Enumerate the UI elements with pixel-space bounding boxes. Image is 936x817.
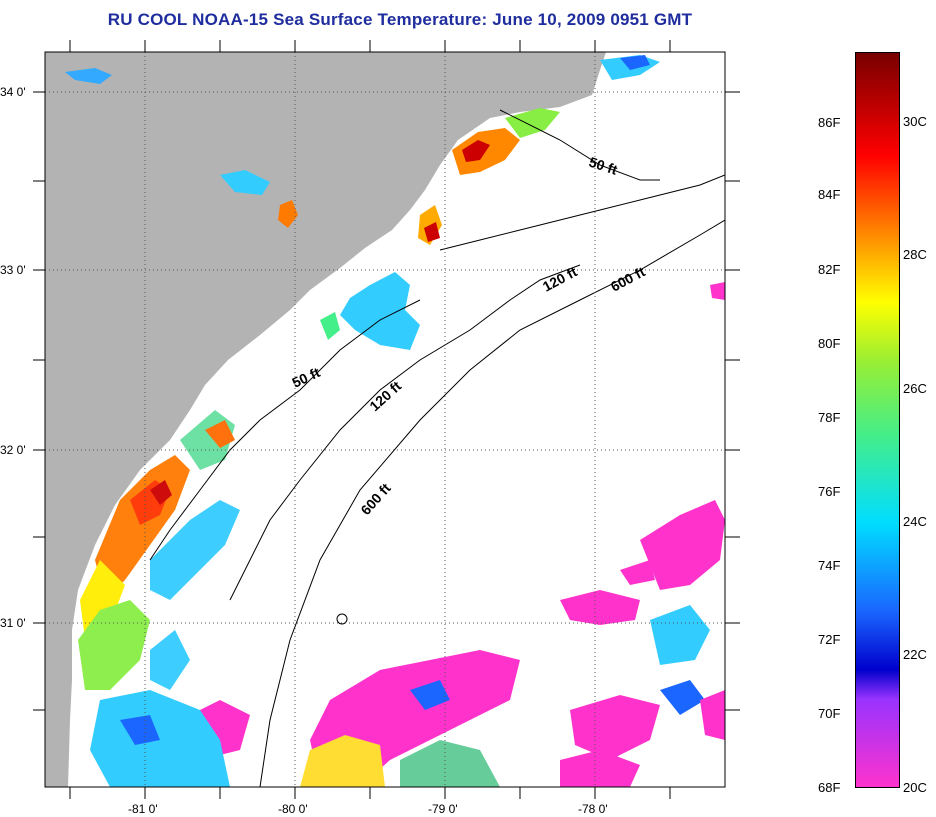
map-frame xyxy=(44,51,726,788)
lat-label-33: 33 0' xyxy=(0,263,26,277)
sst-south-patches xyxy=(90,282,725,787)
colorbar-label-84f: 84F xyxy=(818,187,841,202)
contour-label-600ft-north: 600 ft xyxy=(608,263,648,294)
sst-warm-coastal xyxy=(78,410,240,690)
contour-label-50ft-south: 50 ft xyxy=(290,364,323,391)
colorbar-label-82f: 82F xyxy=(818,262,841,277)
sst-north-patches xyxy=(65,55,660,350)
colorbar-label-30c: 30C xyxy=(903,114,927,129)
land-area xyxy=(45,52,606,787)
colorbar-label-80f: 80F xyxy=(818,336,841,351)
colorbar-label-28c: 28C xyxy=(903,247,927,262)
bathymetry-contours xyxy=(149,109,725,787)
colorbar-label-68f: 68F xyxy=(818,780,841,795)
lat-label-32: 32 0' xyxy=(0,443,26,457)
colorbar-label-72f: 72F xyxy=(818,632,841,647)
colorbar xyxy=(855,52,900,788)
lat-label-34: 34 0' xyxy=(0,85,26,99)
lat-label-31: 31 0' xyxy=(0,616,26,630)
contour-label-600ft-south: 600 ft xyxy=(357,480,394,518)
lon-label-80: -80 0' xyxy=(278,802,308,816)
axis-ticks xyxy=(33,40,740,799)
colorbar-label-86f: 86F xyxy=(818,115,841,130)
colorbar-label-76f: 76F xyxy=(818,484,841,499)
colorbar-label-24c: 24C xyxy=(903,514,927,529)
map-title: RU COOL NOAA-15 Sea Surface Temperature:… xyxy=(107,10,693,29)
contour-label-50ft-north: 50 ft xyxy=(587,154,620,178)
lon-label-79: -79 0' xyxy=(428,802,458,816)
lon-label-81: -81 0' xyxy=(128,802,158,816)
contour-label-120ft-south: 120 ft xyxy=(366,378,404,415)
colorbar-label-78f: 78F xyxy=(818,410,841,425)
colorbar-label-70f: 70F xyxy=(818,706,841,721)
colorbar-label-20c: 20C xyxy=(903,780,927,795)
colorbar-label-74f: 74F xyxy=(818,558,841,573)
lat-lon-grid xyxy=(45,52,725,787)
contour-label-120ft-north: 120 ft xyxy=(540,263,580,294)
colorbar-label-22c: 22C xyxy=(903,647,927,662)
colorbar-label-26c: 26C xyxy=(903,381,927,396)
lon-label-78: -78 0' xyxy=(578,802,608,816)
